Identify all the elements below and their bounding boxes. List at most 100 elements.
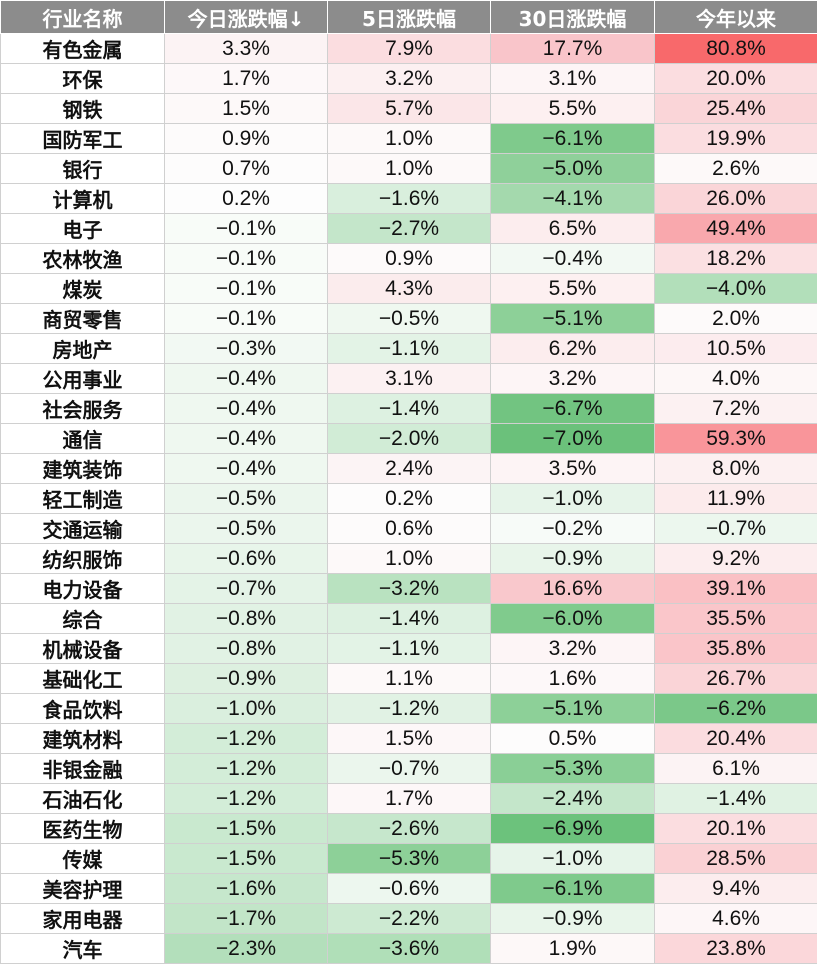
ytd-change-cell: 2.6% <box>655 154 817 184</box>
ytd-change-cell: 10.5% <box>655 334 817 364</box>
table-row: 建筑材料−1.2%1.5%0.5%20.4% <box>1 724 817 754</box>
30day-change-cell: −0.9% <box>491 904 655 934</box>
today-change-cell: 0.7% <box>165 154 328 184</box>
5day-change-cell: −3.6% <box>328 934 491 964</box>
header-industry-name[interactable]: 行业名称 <box>1 1 165 34</box>
5day-change-cell: 0.9% <box>328 244 491 274</box>
today-change-cell: −0.4% <box>165 394 328 424</box>
table-row: 通信−0.4%−2.0%−7.0%59.3% <box>1 424 817 454</box>
today-change-cell: −1.5% <box>165 844 328 874</box>
table-row: 医药生物−1.5%−2.6%−6.9%20.1% <box>1 814 817 844</box>
today-change-cell: −0.6% <box>165 544 328 574</box>
table-row: 基础化工−0.9%1.1%1.6%26.7% <box>1 664 817 694</box>
today-change-cell: 1.5% <box>165 94 328 124</box>
today-change-cell: −1.2% <box>165 754 328 784</box>
industry-name-cell: 机械设备 <box>1 634 165 664</box>
5day-change-cell: −1.1% <box>328 634 491 664</box>
today-change-cell: 1.7% <box>165 64 328 94</box>
today-change-cell: −1.2% <box>165 784 328 814</box>
ytd-change-cell: 35.5% <box>655 604 817 634</box>
ytd-change-cell: −0.7% <box>655 514 817 544</box>
30day-change-cell: 6.2% <box>491 334 655 364</box>
today-change-cell: −2.3% <box>165 934 328 964</box>
table-row: 家用电器−1.7%−2.2%−0.9%4.6% <box>1 904 817 934</box>
table-row: 机械设备−0.8%−1.1%3.2%35.8% <box>1 634 817 664</box>
header-today-change-sorted[interactable]: 今日涨跌幅↓ <box>165 1 328 34</box>
industry-name-cell: 公用事业 <box>1 364 165 394</box>
30day-change-cell: 5.5% <box>491 274 655 304</box>
ytd-change-cell: 28.5% <box>655 844 817 874</box>
ytd-change-cell: 2.0% <box>655 304 817 334</box>
industry-name-cell: 传媒 <box>1 844 165 874</box>
table-row: 轻工制造−0.5%0.2%−1.0%11.9% <box>1 484 817 514</box>
table-row: 综合−0.8%−1.4%−6.0%35.5% <box>1 604 817 634</box>
ytd-change-cell: −4.0% <box>655 274 817 304</box>
ytd-change-cell: 25.4% <box>655 94 817 124</box>
table-row: 社会服务−0.4%−1.4%−6.7%7.2% <box>1 394 817 424</box>
30day-change-cell: −6.7% <box>491 394 655 424</box>
30day-change-cell: −6.0% <box>491 604 655 634</box>
30day-change-cell: 0.5% <box>491 724 655 754</box>
header-5day-change[interactable]: 5日涨跌幅 <box>328 1 491 34</box>
industry-name-cell: 纺织服饰 <box>1 544 165 574</box>
today-change-cell: −1.0% <box>165 694 328 724</box>
ytd-change-cell: 39.1% <box>655 574 817 604</box>
industry-name-cell: 电子 <box>1 214 165 244</box>
today-change-cell: −1.6% <box>165 874 328 904</box>
today-change-cell: −0.8% <box>165 634 328 664</box>
30day-change-cell: −5.1% <box>491 304 655 334</box>
5day-change-cell: −2.6% <box>328 814 491 844</box>
30day-change-cell: 17.7% <box>491 34 655 64</box>
30day-change-cell: 3.2% <box>491 364 655 394</box>
table-row: 非银金融−1.2%−0.7%−5.3%6.1% <box>1 754 817 784</box>
ytd-change-cell: 4.6% <box>655 904 817 934</box>
today-change-cell: −0.7% <box>165 574 328 604</box>
5day-change-cell: 7.9% <box>328 34 491 64</box>
30day-change-cell: 3.1% <box>491 64 655 94</box>
today-change-cell: −0.1% <box>165 214 328 244</box>
5day-change-cell: 2.4% <box>328 454 491 484</box>
ytd-change-cell: 59.3% <box>655 424 817 454</box>
30day-change-cell: 5.5% <box>491 94 655 124</box>
30day-change-cell: 6.5% <box>491 214 655 244</box>
today-change-cell: −0.4% <box>165 364 328 394</box>
5day-change-cell: 1.0% <box>328 544 491 574</box>
5day-change-cell: −5.3% <box>328 844 491 874</box>
industry-name-cell: 计算机 <box>1 184 165 214</box>
industry-name-cell: 建筑材料 <box>1 724 165 754</box>
5day-change-cell: −1.6% <box>328 184 491 214</box>
header-30day-change[interactable]: 30日涨跌幅 <box>491 1 655 34</box>
5day-change-cell: −3.2% <box>328 574 491 604</box>
industry-name-cell: 房地产 <box>1 334 165 364</box>
ytd-change-cell: 49.4% <box>655 214 817 244</box>
30day-change-cell: −4.1% <box>491 184 655 214</box>
30day-change-cell: −7.0% <box>491 424 655 454</box>
30day-change-cell: −6.1% <box>491 874 655 904</box>
30day-change-cell: −0.2% <box>491 514 655 544</box>
industry-name-cell: 建筑装饰 <box>1 454 165 484</box>
today-change-cell: −0.4% <box>165 424 328 454</box>
ytd-change-cell: 18.2% <box>655 244 817 274</box>
today-change-cell: −1.7% <box>165 904 328 934</box>
today-change-cell: −0.1% <box>165 244 328 274</box>
industry-name-cell: 钢铁 <box>1 94 165 124</box>
5day-change-cell: −1.1% <box>328 334 491 364</box>
industry-name-cell: 基础化工 <box>1 664 165 694</box>
30day-change-cell: −0.4% <box>491 244 655 274</box>
5day-change-cell: 5.7% <box>328 94 491 124</box>
industry-name-cell: 轻工制造 <box>1 484 165 514</box>
30day-change-cell: 16.6% <box>491 574 655 604</box>
industry-name-cell: 有色金属 <box>1 34 165 64</box>
today-change-cell: −1.5% <box>165 814 328 844</box>
table-row: 农林牧渔−0.1%0.9%−0.4%18.2% <box>1 244 817 274</box>
header-ytd-change[interactable]: 今年以来 <box>655 1 817 34</box>
ytd-change-cell: 9.2% <box>655 544 817 574</box>
table-row: 建筑装饰−0.4%2.4%3.5%8.0% <box>1 454 817 484</box>
ytd-change-cell: 7.2% <box>655 394 817 424</box>
